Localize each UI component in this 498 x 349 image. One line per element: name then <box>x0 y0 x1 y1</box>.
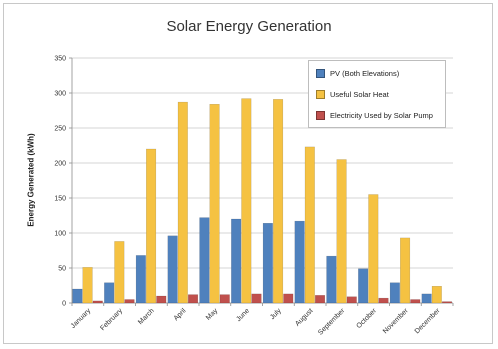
x-tick-label: August <box>294 307 314 327</box>
bar-solar-heat <box>209 103 220 304</box>
legend-item-solar-heat: Useful Solar Heat <box>316 88 389 100</box>
bar-solar-heat <box>114 241 125 304</box>
bar-pv <box>135 255 146 304</box>
legend-label-solar-heat: Useful Solar Heat <box>330 89 389 99</box>
x-tick-label: September <box>317 307 347 337</box>
bar-solar-pump <box>251 293 262 304</box>
bar-pv <box>231 218 242 304</box>
x-tick-label: February <box>99 307 124 332</box>
legend-swatch-pv <box>316 68 325 78</box>
legend-label-solar-pump: Electricity Used by Solar Pump <box>330 110 433 120</box>
x-tick-label: March <box>137 307 156 326</box>
bar-solar-heat <box>273 99 284 304</box>
legend: PV (Both Elevations) Useful Solar Heat E… <box>308 60 446 128</box>
y-tick-label: 300 <box>54 91 66 98</box>
bar-solar-heat <box>431 286 442 304</box>
bar-solar-pump <box>410 299 421 304</box>
bar-pv <box>389 282 400 304</box>
x-tick-label: May <box>205 307 220 322</box>
bar-solar-heat <box>146 148 157 304</box>
legend-swatch-solar-heat <box>316 89 325 99</box>
y-tick-label: 200 <box>54 161 66 168</box>
bar-pv <box>199 217 210 304</box>
chart-title: Solar Energy Generation <box>166 18 332 35</box>
legend-item-solar-pump: Electricity Used by Solar Pump <box>316 109 433 121</box>
y-tick-label: 150 <box>54 196 66 203</box>
bar-pv <box>294 220 305 304</box>
y-tick-label: 350 <box>54 56 66 63</box>
bar-solar-pump <box>283 293 294 304</box>
bar-solar-pump <box>346 296 357 304</box>
bar-solar-heat <box>368 194 379 304</box>
bar-solar-pump <box>92 300 103 304</box>
bar-pv <box>421 293 432 304</box>
x-tick-label: November <box>382 307 410 335</box>
bar-solar-pump <box>124 299 135 304</box>
y-tick-label: 0 <box>62 301 66 308</box>
bar-solar-pump <box>442 301 453 304</box>
y-tick-label: 250 <box>54 126 66 133</box>
bar-solar-heat <box>241 98 252 304</box>
bar-pv <box>326 255 337 304</box>
x-tick-label: June <box>235 307 251 323</box>
legend-item-pv: PV (Both Elevations) <box>316 67 399 79</box>
bar-solar-heat <box>82 267 93 304</box>
legend-label-pv: PV (Both Elevations) <box>330 68 400 78</box>
legend-swatch-solar-pump <box>316 110 325 120</box>
bar-pv <box>104 282 115 304</box>
bar-pv <box>262 222 273 304</box>
bar-solar-pump <box>378 297 389 304</box>
bar-pv <box>167 235 178 304</box>
bar-pv <box>72 288 83 304</box>
bar-solar-pump <box>188 294 199 304</box>
x-tick-label: January <box>70 307 93 330</box>
x-tick-label: April <box>173 307 188 322</box>
bar-solar-pump <box>315 295 326 304</box>
bar-solar-heat <box>304 146 315 304</box>
bar-solar-heat <box>400 237 411 304</box>
bar-solar-heat <box>336 159 347 304</box>
y-tick-label: 100 <box>54 231 66 238</box>
x-tick-label: July <box>269 307 283 321</box>
x-tick-label: October <box>355 307 378 330</box>
bar-solar-pump <box>156 295 167 304</box>
bar-pv <box>358 268 369 304</box>
bar-solar-heat <box>177 101 188 304</box>
y-tick-label: 50 <box>58 266 66 273</box>
x-tick-label: December <box>414 307 442 335</box>
bar-solar-pump <box>219 294 230 304</box>
